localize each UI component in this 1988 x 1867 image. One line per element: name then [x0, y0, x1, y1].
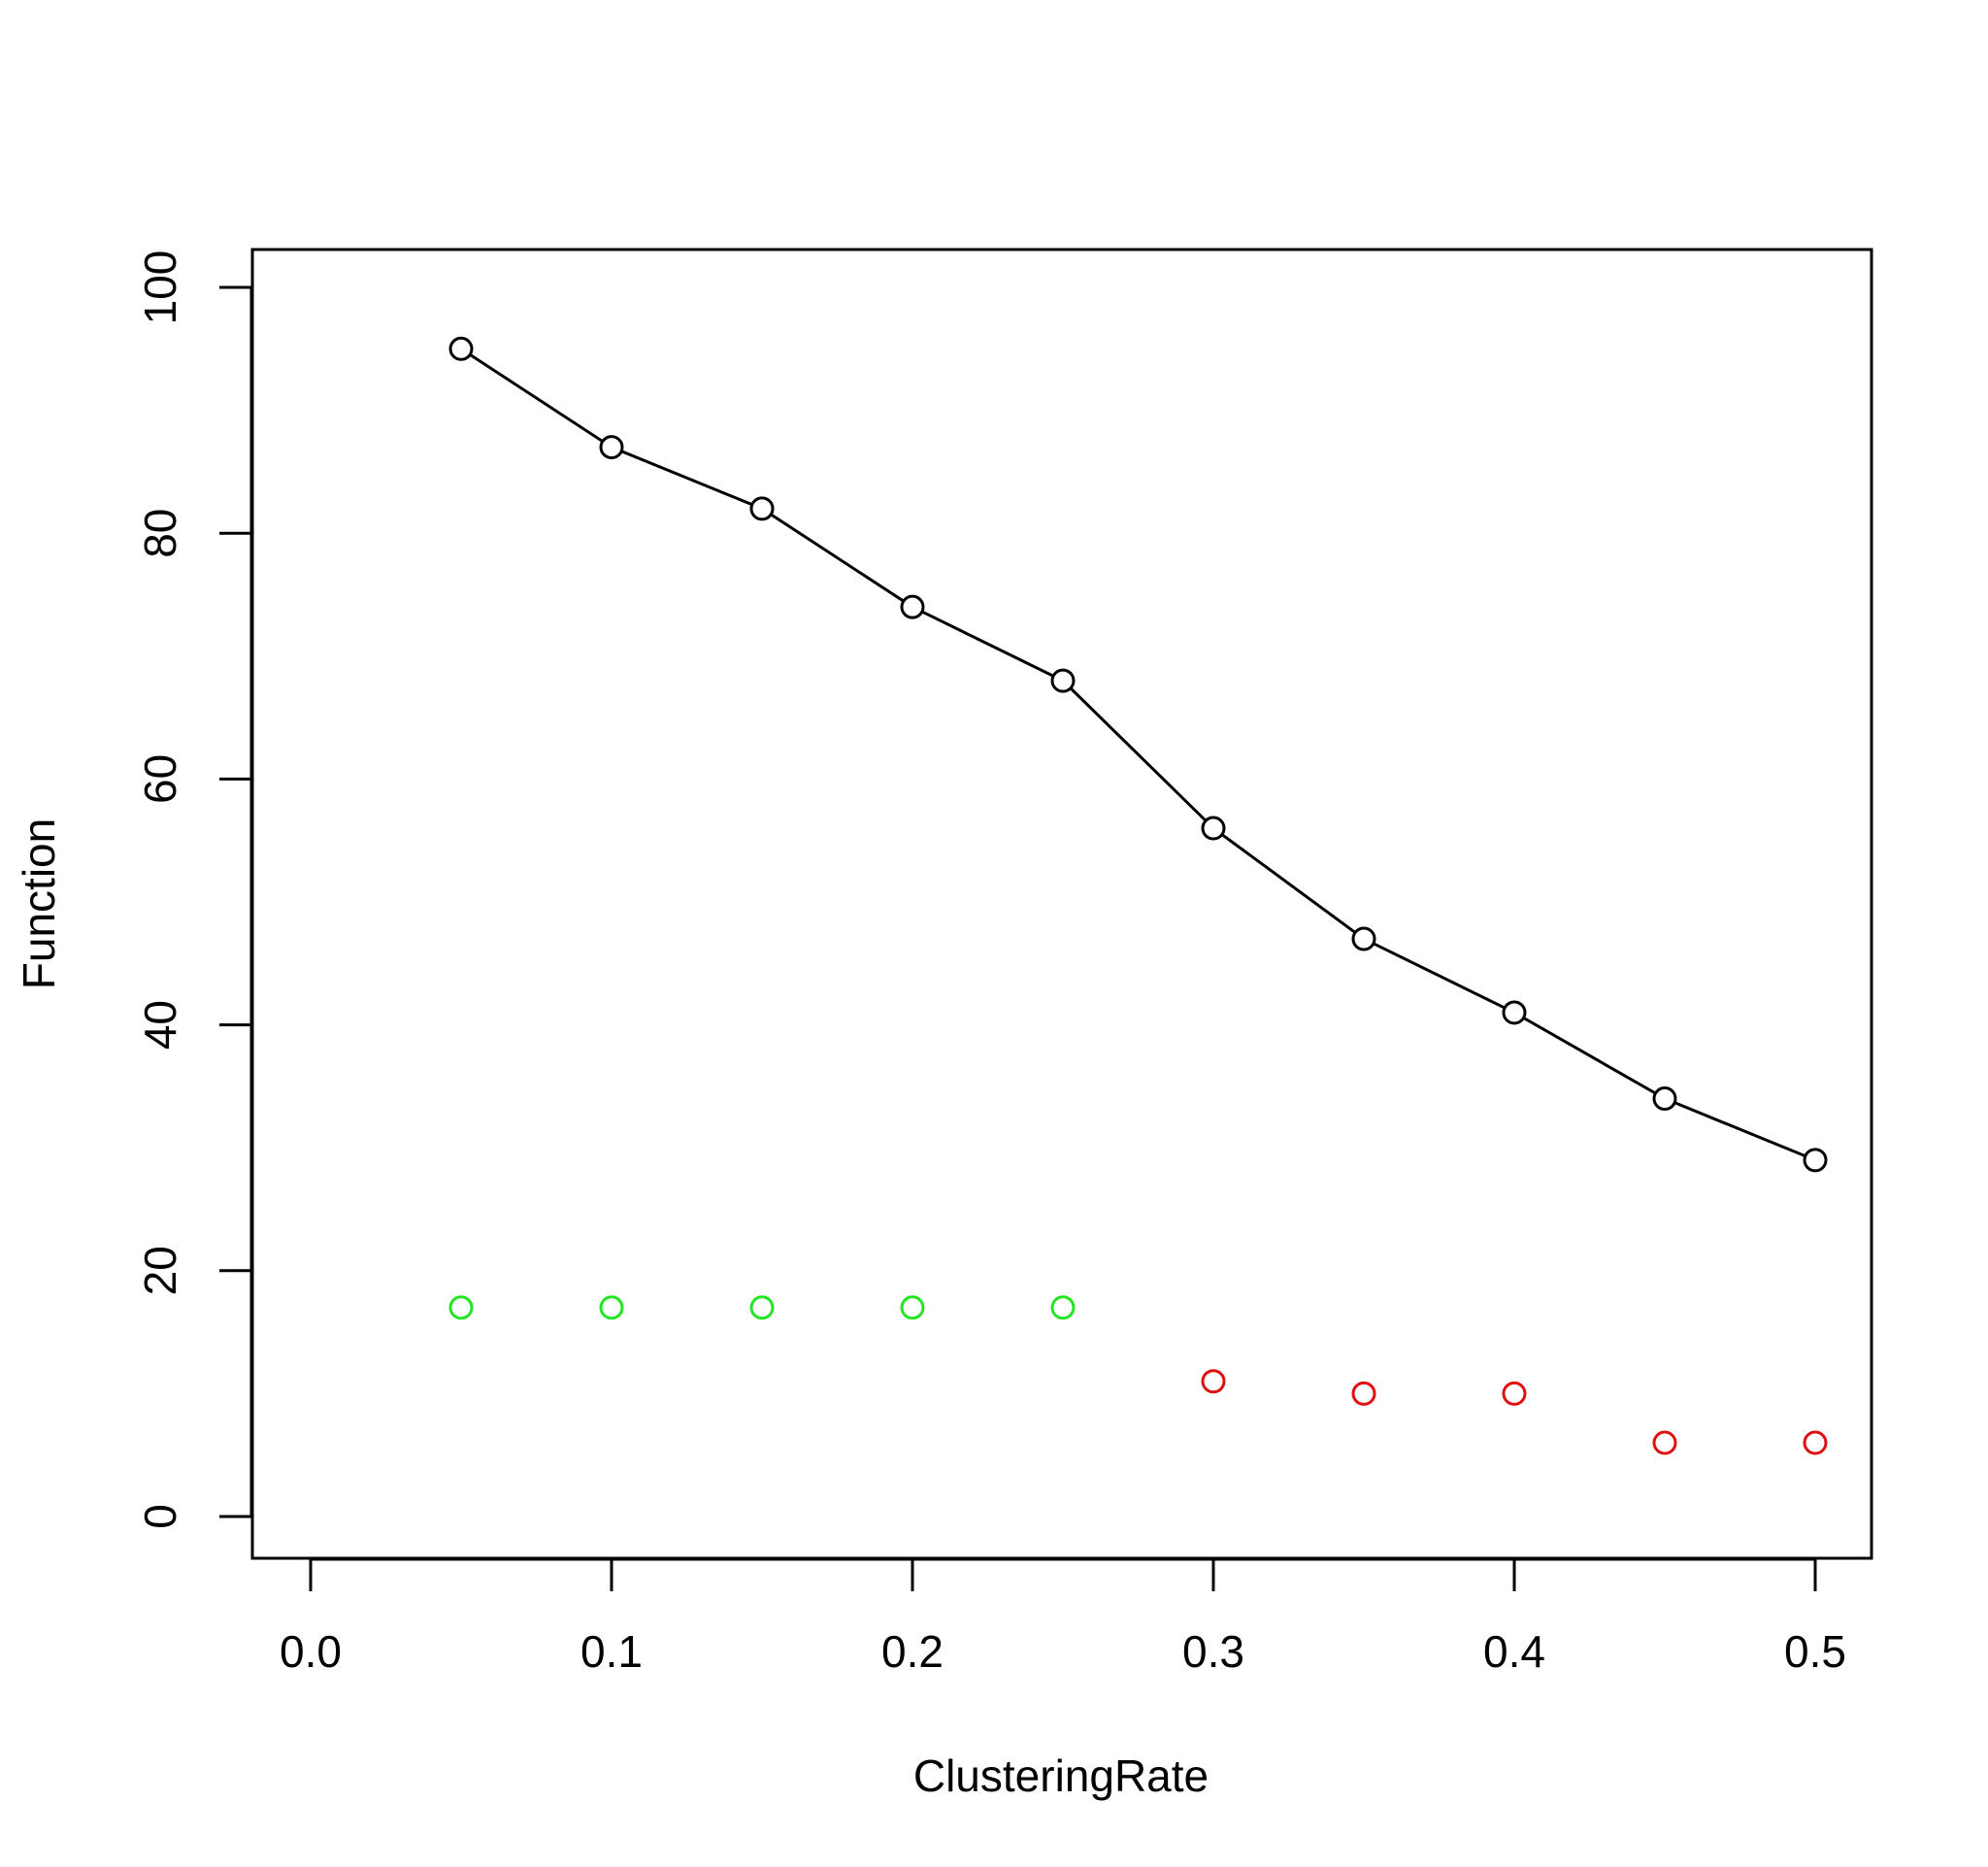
data-point [1652, 1430, 1677, 1455]
data-point [1351, 926, 1376, 951]
data-point [1351, 1381, 1376, 1406]
x-tick-label: 0.1 [580, 1626, 643, 1677]
y-tick-label: 100 [135, 250, 185, 325]
y-tick-label: 60 [135, 754, 185, 804]
data-point [1050, 668, 1076, 693]
data-point [900, 1295, 925, 1320]
data-point [1502, 1381, 1527, 1406]
data-point [1201, 1369, 1226, 1394]
data-point [448, 336, 474, 361]
x-tick-label: 0.0 [280, 1626, 342, 1677]
x-axis-label: ClusteringRate [913, 1750, 1209, 1801]
x-axis: 0.0 0.1 0.2 0.3 0.4 0.5 [280, 1557, 1846, 1677]
y-tick-label: 80 [135, 509, 185, 558]
y-axis-label: Function [14, 818, 64, 989]
data-point [599, 435, 624, 460]
data-point [1652, 1086, 1677, 1112]
series-layer [448, 336, 1828, 1455]
data-point [448, 1295, 474, 1320]
y-tick-label: 20 [135, 1246, 185, 1295]
data-point [749, 496, 775, 521]
data-point [900, 594, 925, 619]
series-0 [448, 336, 1828, 1173]
x-tick-label: 0.5 [1784, 1626, 1846, 1677]
y-axis: 0 20 40 60 80 100 [135, 250, 253, 1529]
plot-frame [250, 248, 1873, 1560]
data-point [1050, 1295, 1076, 1320]
series-1 [448, 1295, 1076, 1320]
x-tick-label: 0.2 [881, 1626, 944, 1677]
series-2 [1201, 1369, 1828, 1455]
data-point [1502, 1000, 1527, 1025]
data-point [1803, 1430, 1828, 1455]
x-tick-label: 0.4 [1483, 1626, 1545, 1677]
series-line [460, 348, 1816, 1162]
y-tick-label: 40 [135, 1000, 185, 1050]
x-tick-label: 0.3 [1182, 1626, 1244, 1677]
y-tick-label: 0 [135, 1504, 185, 1529]
data-point [599, 1295, 624, 1320]
data-point [1201, 816, 1226, 841]
data-point [1803, 1148, 1828, 1173]
data-point [749, 1295, 775, 1320]
